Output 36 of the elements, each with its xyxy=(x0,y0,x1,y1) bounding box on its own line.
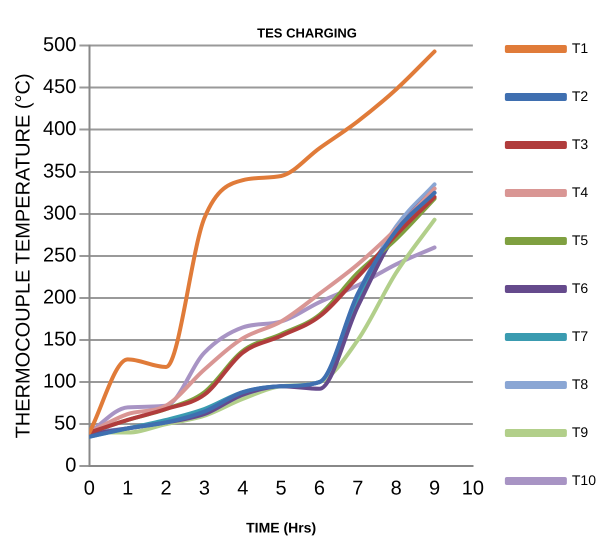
y-tick-label: 500 xyxy=(42,34,76,56)
x-tick-label: 7 xyxy=(352,478,364,500)
legend-label: T8 xyxy=(572,376,588,392)
legend-label: T7 xyxy=(572,328,588,344)
y-tick-label: 250 xyxy=(42,244,76,266)
legend-label: T1 xyxy=(572,40,588,56)
y-tick-label: 0 xyxy=(65,454,76,477)
y-tick-label: 450 xyxy=(42,76,76,98)
x-tick-label: 9 xyxy=(428,478,440,500)
x-axis-title: TIME (Hrs) xyxy=(246,519,316,536)
x-tick-label: 5 xyxy=(276,478,287,500)
y-tick-label: 50 xyxy=(54,412,76,435)
y-tick-label: 400 xyxy=(42,118,76,140)
line-series xyxy=(89,49,437,435)
chart-title: TES CHARGING xyxy=(257,25,357,40)
legend-label: T9 xyxy=(572,424,588,440)
y-tick-label: 150 xyxy=(42,328,76,351)
y-tick-label: 100 xyxy=(42,370,76,393)
legend-label: T2 xyxy=(572,88,588,104)
legend-label: T6 xyxy=(572,280,588,296)
x-tick-label: 1 xyxy=(122,478,134,500)
x-tick-label: 2 xyxy=(160,478,172,500)
y-tick-label: 350 xyxy=(42,160,76,182)
x-tick-label: 8 xyxy=(390,478,402,500)
y-tick-label: 200 xyxy=(42,286,76,308)
x-tick-label: 10 xyxy=(462,478,484,500)
y-tick-label: 300 xyxy=(42,202,76,224)
x-tick-label: 3 xyxy=(198,478,210,500)
legend-label: T4 xyxy=(572,184,588,200)
legend-label: T10 xyxy=(572,472,596,488)
legend-label: T5 xyxy=(572,232,588,248)
y-axis-title: THERMOCOUPLE TEMPERATURE (°C) xyxy=(12,73,35,438)
x-tick-label: 6 xyxy=(314,478,326,500)
x-tick-label: 0 xyxy=(84,478,95,500)
legend-label: T3 xyxy=(572,136,588,152)
x-tick-label: 4 xyxy=(237,478,248,500)
